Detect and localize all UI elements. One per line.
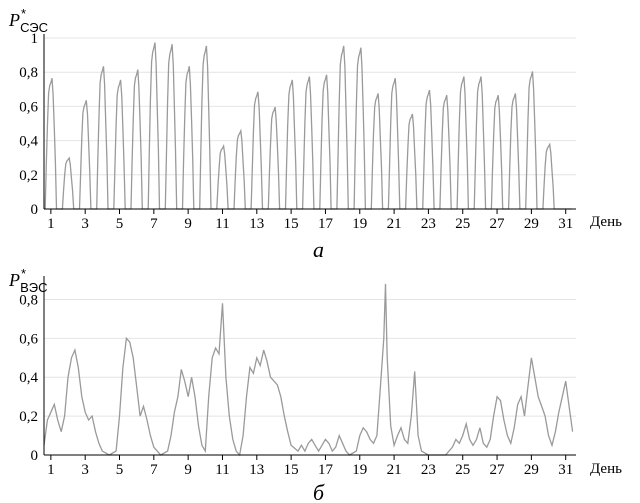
series-line-solar	[44, 42, 572, 210]
axes-wind	[43, 276, 576, 456]
solar-y-tick-label: 1	[31, 31, 39, 47]
solar-y-tick-label: 0	[31, 202, 39, 218]
solar-x-tick-label: 3	[81, 216, 89, 232]
solar-x-tick-label: 13	[249, 216, 264, 232]
y-ticks-wind: 0 0,2 0,4 0,6 0,8	[19, 292, 38, 464]
wind-y-tick-label: 0,6	[19, 331, 38, 347]
wind-y-tick-label: 0	[31, 448, 39, 464]
solar-x-tick-label: 31	[558, 216, 573, 232]
wind-x-tick-label: 17	[318, 462, 334, 478]
solar-x-tick-label: 5	[116, 216, 124, 232]
solar-x-tick-label: 29	[524, 216, 539, 232]
y-ticks-solar: 0 0,2 0,4 0,6 0,8 1	[19, 31, 38, 218]
solar-x-tick-label: 7	[150, 216, 158, 232]
solar-x-tick-label: 1	[47, 216, 55, 232]
wind-x-tick-label: 25	[455, 462, 470, 478]
axes-solar	[43, 34, 576, 210]
wind-y-tick-label: 0,4	[19, 370, 38, 386]
wind-y-tick-label: 0,2	[19, 409, 38, 425]
solar-y-tick-label: 0,4	[19, 134, 38, 150]
x-ticks-wind: 1 3 5 7 9 11 13 15 17 19 21 23 25 27 29 31	[47, 455, 573, 478]
wind-x-tick-label: 29	[524, 462, 539, 478]
x-axis-label-solar: День	[590, 214, 622, 230]
wind-x-tick-label: 15	[284, 462, 299, 478]
solar-x-tick-label: 23	[421, 216, 436, 232]
wind-x-tick-label: 19	[352, 462, 367, 478]
wind-x-tick-label: 31	[558, 462, 573, 478]
solar-y-tick-label: 0,8	[19, 65, 38, 81]
solar-x-tick-label: 25	[455, 216, 470, 232]
solar-x-tick-label: 17	[318, 216, 334, 232]
wind-x-tick-label: 3	[81, 462, 89, 478]
chart-wind: 00,20,40,60,8 1 3 5 7 9 11 13 15 17 19 21 23 25 27 29 3…	[8, 266, 622, 503]
wind-x-tick-label: 23	[421, 462, 436, 478]
wind-x-tick-label: 27	[490, 462, 506, 478]
wind-x-tick-label: 21	[387, 462, 402, 478]
solar-x-tick-label: 21	[387, 216, 402, 232]
solar-x-tick-label: 15	[284, 216, 299, 232]
wind-x-tick-label: 5	[116, 462, 124, 478]
series-line-wind	[43, 283, 574, 457]
wind-x-tick-label: 7	[150, 462, 158, 478]
solar-x-tick-label: 9	[184, 216, 192, 232]
y-axis-label-wind: P* ВЭС	[8, 266, 47, 295]
solar-y-tick-label: 0,2	[19, 168, 38, 184]
grid-wind	[44, 298, 576, 417]
solar-x-tick-label: 27	[490, 216, 506, 232]
x-axis-label-wind: День	[590, 461, 622, 477]
chart-solar: 00,20,40,60,81 1 3 5 7 9 11 13 15 17 19 21 23 25 27 29…	[8, 6, 622, 262]
wind-y-tick-label: 0,8	[19, 292, 38, 308]
solar-y-tick-label: 0,6	[19, 99, 38, 115]
y-axis-label-solar: P* СЭС	[8, 6, 48, 35]
solar-x-tick-label: 19	[352, 216, 367, 232]
wind-x-tick-label: 13	[249, 462, 264, 478]
wind-x-tick-label: 1	[47, 462, 55, 478]
caption-wind: б	[313, 480, 325, 503]
caption-solar: а	[313, 237, 324, 262]
wind-x-tick-label: 11	[215, 462, 229, 478]
wind-x-tick-label: 9	[184, 462, 192, 478]
x-ticks-solar: 1 3 5 7 9 11 13 15 17 19 21 23 25 27 29 31	[47, 209, 573, 232]
solar-x-tick-label: 11	[215, 216, 229, 232]
